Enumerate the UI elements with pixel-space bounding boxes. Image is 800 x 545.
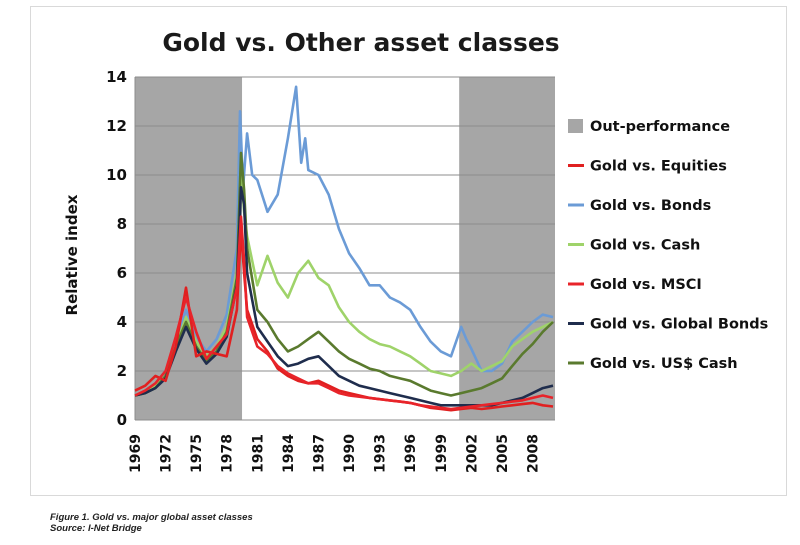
x-tick-label: 1990 [342,434,358,473]
y-tick-label: 2 [117,362,127,380]
x-tick-label: 2002 [464,434,480,473]
series-line-gold-vs-us-cash [134,151,554,397]
x-tick-label: 1969 [128,434,144,473]
legend-swatch-patch [568,119,583,133]
series-line-gold-vs-equities [134,227,554,412]
legend-label: Gold vs. Global Bonds [590,317,768,333]
legend-label: Gold vs. US$ Cash [590,356,738,372]
outperformance-band-1 [135,77,243,420]
x-tick-label: 1975 [189,434,205,473]
legend-label: Gold vs. Cash [590,238,700,254]
chart-frame: 0 2 4 6 8 10 12 14 1969 1972 1975 1978 1981 1984 1987… [30,6,787,496]
caption-line-source: Source: I-Net Bridge [50,523,142,534]
x-tick-label: 2008 [526,434,542,473]
legend-label: Out-performance [590,119,730,135]
y-tick-label: 6 [117,264,127,282]
series-line-gold-vs-cash [134,166,554,397]
legend-label: Gold vs. Equities [590,159,727,175]
x-tick-label: 1996 [403,434,419,473]
x-tick-label: 1984 [281,434,297,473]
x-tick-label: 1993 [373,434,389,473]
legend: Out-performance Gold vs. Equities Gold vs.… [568,119,768,372]
x-tick-label: 1987 [311,434,327,473]
x-tick-label: 1978 [220,434,236,473]
y-axis-label: Relative index [63,194,81,315]
series-line-gold-vs-bonds [134,85,554,397]
x-tick-label: 1981 [250,434,266,473]
y-tick-label: 12 [106,117,127,135]
figure-caption: Figure 1. Gold vs. major global asset cl… [50,512,253,534]
legend-label: Gold vs. Bonds [590,198,711,214]
caption-line-figure: Figure 1. Gold vs. major global asset cl… [50,512,253,523]
outperformance-band-2 [459,77,555,420]
chart: 0 2 4 6 8 10 12 14 1969 1972 1975 1978 1981 1984 1987… [63,28,768,473]
x-tick-label: 1999 [434,434,450,473]
legend-label: Gold vs. MSCI [590,277,702,293]
y-tick-label: 14 [106,68,127,86]
y-tick-label: 0 [117,411,127,429]
x-tick-label: 2005 [495,434,511,473]
chart-title: Gold vs. Other asset classes [162,28,559,57]
x-tick-label: 1972 [159,434,175,473]
y-tick-label: 10 [106,166,127,184]
y-tick-label: 8 [117,215,127,233]
series-line-gold-vs-msci [134,215,554,411]
y-tick-label: 4 [117,313,127,331]
